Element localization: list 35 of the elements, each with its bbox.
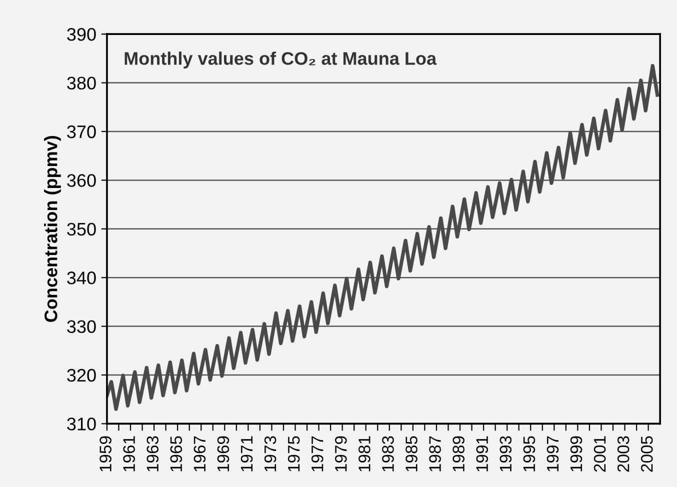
y-tick-label: 390: [67, 28, 96, 41]
x-tick-label: 1997: [546, 436, 559, 472]
x-tick-label: 1993: [500, 436, 512, 472]
text: Monthly values of CO₂ at Mauna Loa: [124, 52, 437, 68]
y-tick-label: 370: [67, 125, 96, 138]
x-tick-label: 1979: [335, 436, 347, 472]
x-tick-label: 1971: [240, 436, 253, 472]
y-tick-label: 330: [67, 320, 96, 334]
x-tick-label: 1965: [170, 436, 182, 472]
x-tick-label: 1961: [123, 436, 135, 472]
y-tick-label: 320: [67, 368, 96, 382]
y-tick-label: 310: [67, 418, 96, 430]
x-tick-label: 1995: [523, 436, 536, 472]
x-tick-label: 1959: [100, 436, 112, 472]
x-tick-label: 1981: [358, 436, 370, 472]
x-tick-label: 1969: [217, 436, 230, 472]
y-axis-title: Concentration (ppmv): [44, 136, 61, 322]
x-tick-label: 1985: [406, 436, 418, 472]
x-tick-label: 2005: [640, 436, 653, 472]
x-tick-label: 1991: [476, 436, 488, 472]
x-tick-label: 1977: [311, 436, 324, 472]
x-tick-label: 2003: [617, 436, 630, 472]
x-tick-label: 1963: [146, 436, 159, 472]
x-tick-label: 1987: [429, 436, 441, 472]
y-tick-label: 380: [67, 76, 96, 90]
x-tick-label: 1967: [194, 436, 206, 472]
x-tick-label: 1989: [452, 436, 464, 472]
y-tick-label: 350: [67, 222, 96, 236]
x-tick-label: 1973: [264, 436, 276, 472]
x-tick-label: 1983: [382, 436, 394, 472]
x-tick-label: 1975: [288, 436, 300, 472]
y-tick-label: 360: [67, 174, 96, 187]
x-tick-label: 1999: [570, 436, 582, 472]
y-tick-label: 340: [67, 272, 96, 284]
x-tick-label: 2001: [594, 436, 606, 472]
